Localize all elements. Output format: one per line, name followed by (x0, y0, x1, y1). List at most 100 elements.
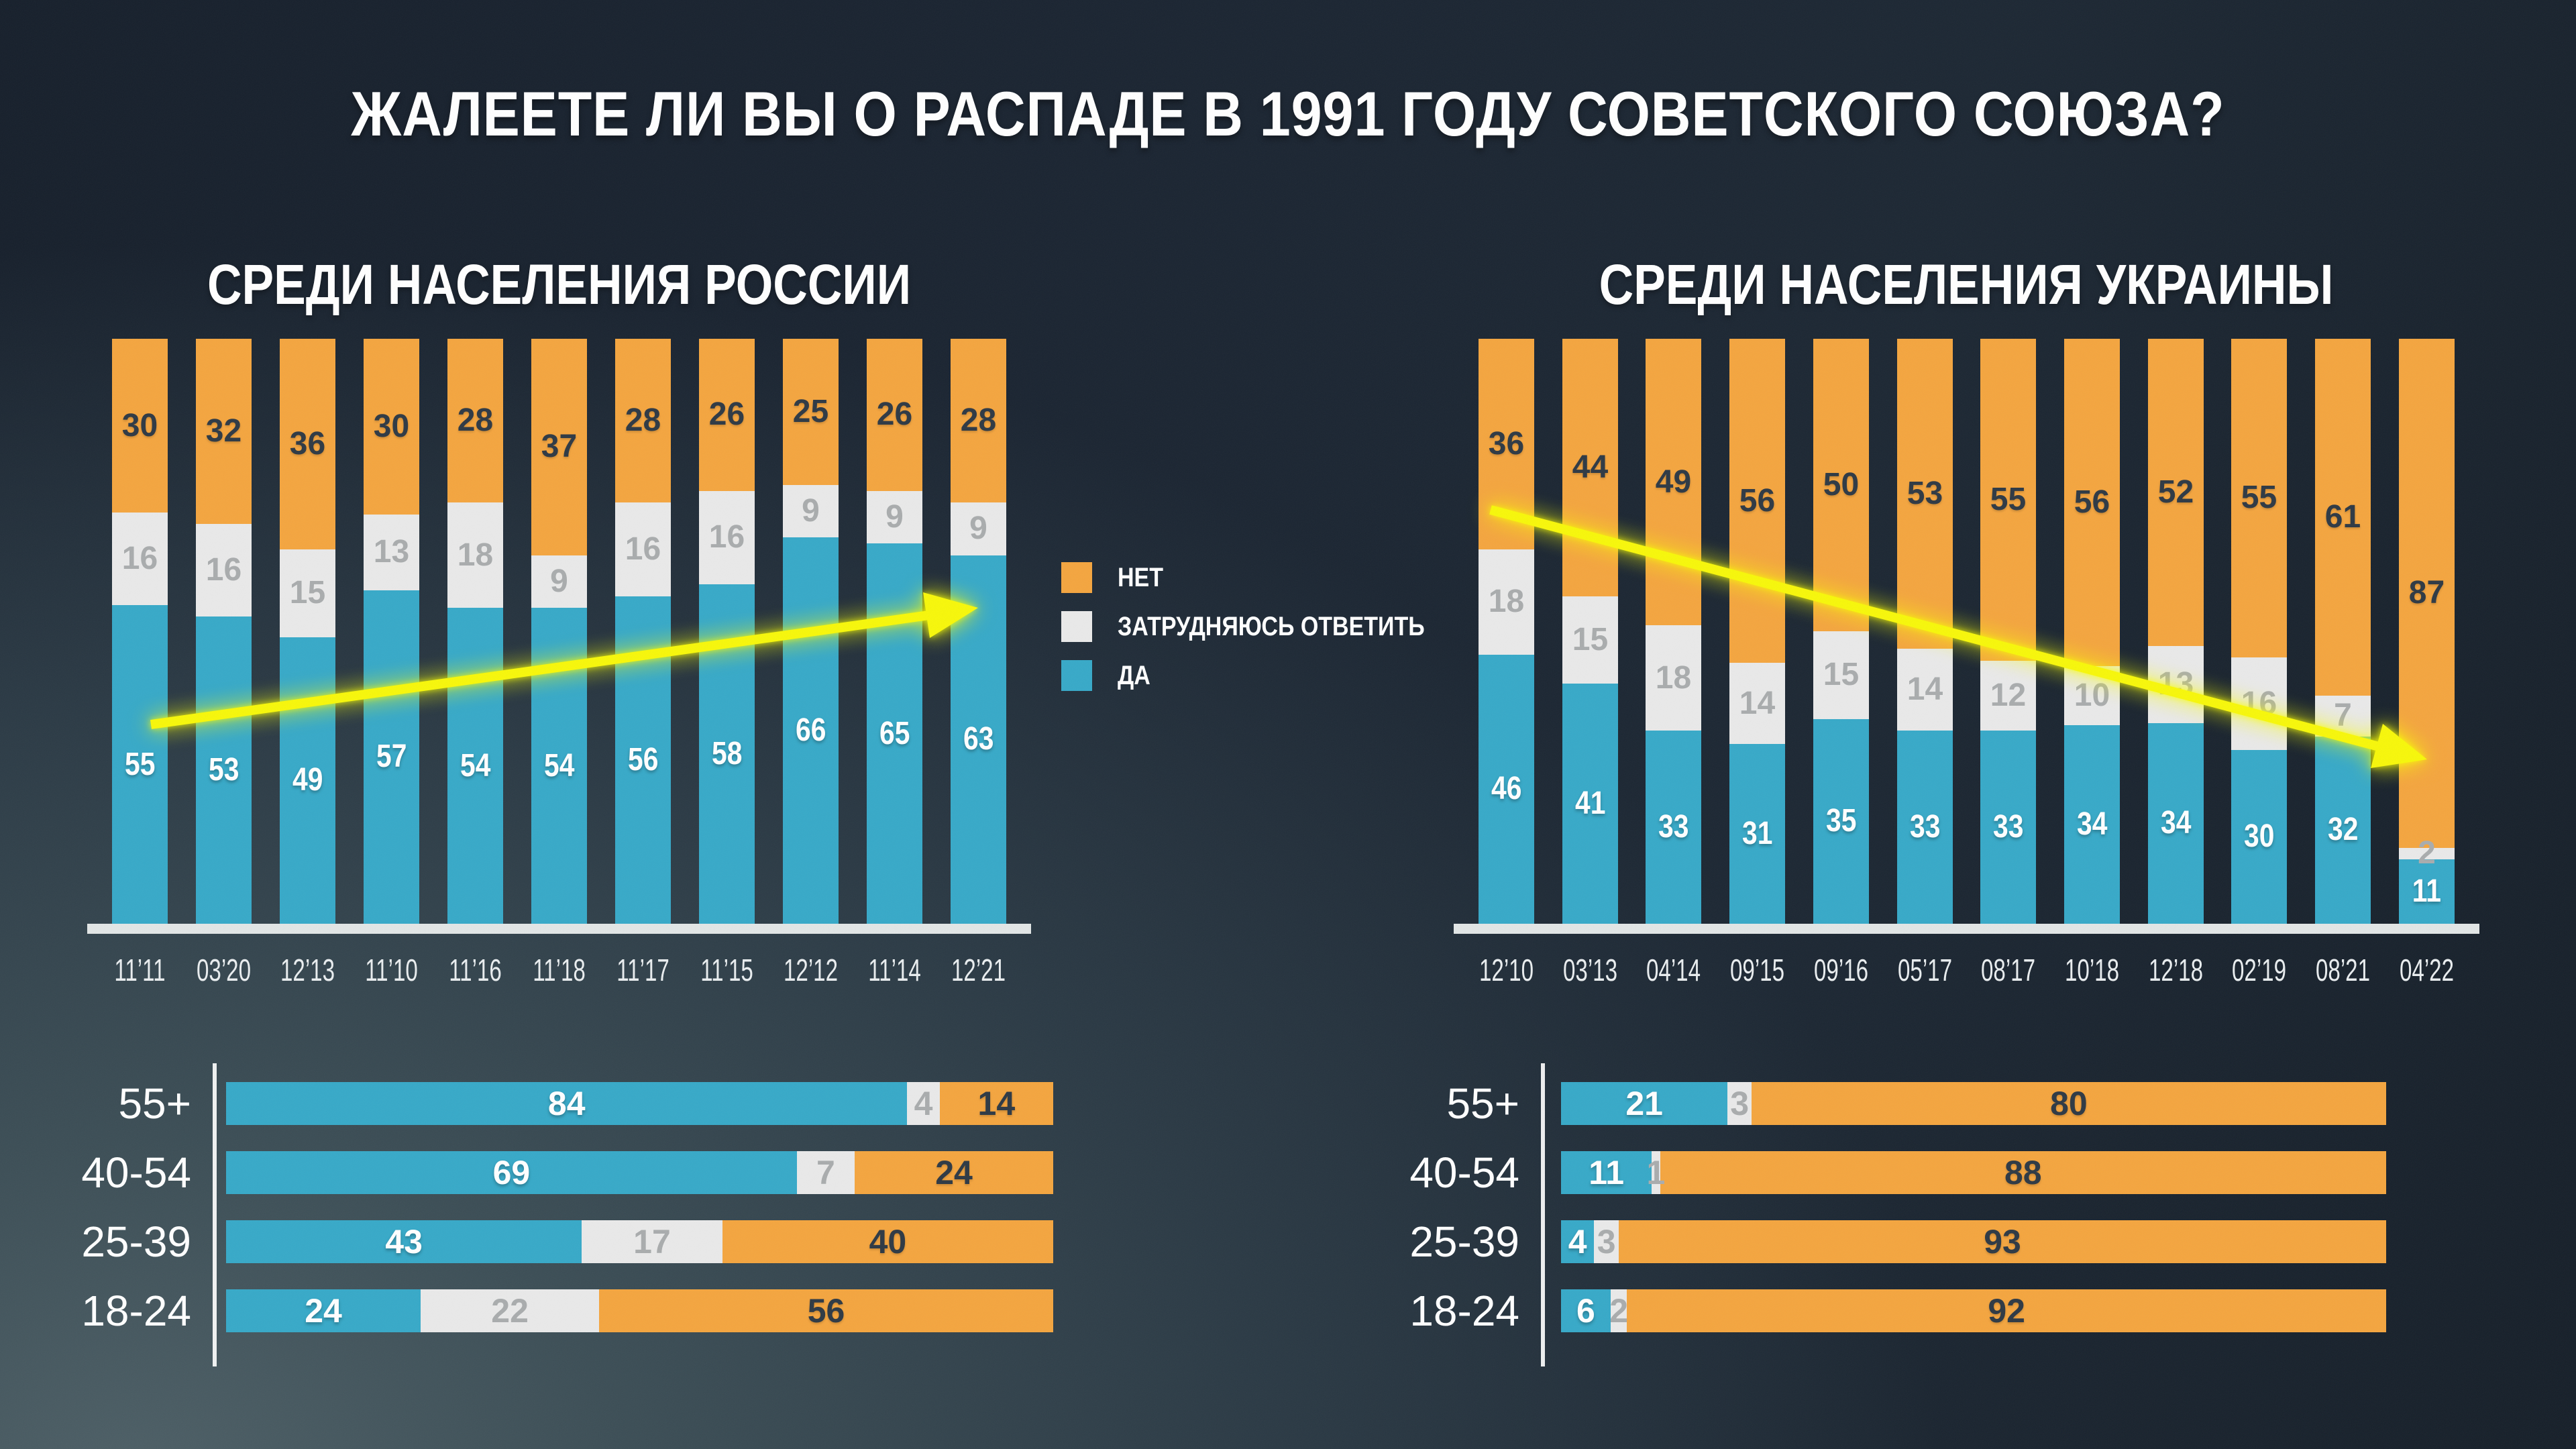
segment-no: 56 (1729, 339, 1785, 663)
value-label: 57 (376, 739, 407, 775)
category-label: 12’12 (783, 953, 839, 987)
category-label: 08’21 (2315, 953, 2371, 987)
segment-dk: 17 (582, 1220, 722, 1263)
value-label: 35 (1825, 803, 1857, 839)
segment-yes: 54 (447, 608, 503, 924)
column-03’20: 32 16 53 (196, 339, 252, 924)
value-label: 49 (1655, 464, 1692, 500)
column-12’21: 28 9 63 (951, 339, 1006, 924)
value-label: 2 (2418, 835, 2436, 871)
segment-dk: 16 (112, 513, 168, 606)
category-label: 09’15 (1729, 953, 1785, 987)
value-label: 30 (121, 407, 158, 443)
column-12’18: 52 13 34 (2148, 339, 2204, 924)
segment-dk: 12 (1980, 660, 2036, 731)
value-label: 11 (1589, 1154, 1625, 1191)
segment-yes: 65 (867, 543, 922, 924)
legend-item-dk: ЗАТРУДНЯЮСЬ ОТВЕТИТЬ (1061, 611, 1479, 642)
age-row-18-24: 24 22 56 (226, 1289, 1053, 1332)
age-row-55+: 21 3 80 (1561, 1082, 2386, 1125)
segment-yes: 30 (2231, 749, 2287, 924)
value-label: 87 (2408, 575, 2445, 611)
age-row-25-39: 43 17 40 (226, 1220, 1053, 1263)
column-11’10: 30 13 57 (364, 339, 419, 924)
value-label: 16 (708, 519, 745, 555)
value-label: 25 (792, 394, 829, 429)
value-label: 17 (633, 1223, 671, 1260)
segment-no: 49 (1646, 339, 1701, 626)
value-label: 69 (492, 1154, 531, 1191)
value-label: 31 (1741, 816, 1773, 852)
category-label: 08’17 (1980, 953, 2036, 987)
column-05’17: 53 14 33 (1897, 339, 1953, 924)
segment-yes: 34 (2064, 724, 2120, 924)
segment-yes: 57 (364, 590, 419, 924)
value-label: 49 (292, 762, 323, 798)
column-02’19: 55 16 30 (2231, 339, 2287, 924)
age-row-40-54: 69 7 24 (226, 1151, 1053, 1194)
value-label: 28 (625, 402, 661, 439)
column-12’12: 25 9 66 (783, 339, 839, 924)
category-label: 11’18 (533, 953, 586, 987)
segment-dk: 18 (1479, 549, 1534, 655)
category-label: 11’16 (449, 953, 502, 987)
age-group-label: 18-24 (81, 1287, 191, 1335)
category-label: 10’18 (2064, 953, 2120, 987)
age-group-label: 18-24 (1409, 1287, 1519, 1335)
value-label: 26 (876, 396, 913, 433)
segment-dk: 9 (951, 502, 1006, 555)
russia-age-chart: 84 4 14 69 7 24 43 17 40 24 22 56 (226, 1082, 1053, 1332)
segment-dk: 16 (2231, 657, 2287, 750)
value-label: 18 (1488, 584, 1525, 620)
segment-dk: 15 (280, 549, 335, 637)
segment-dk: 2 (2399, 837, 2455, 869)
value-label: 15 (1823, 657, 1860, 693)
segment-yes: 6 (1561, 1289, 1611, 1332)
segment-yes: 49 (280, 637, 335, 924)
category-label: 11’15 (700, 953, 753, 987)
value-label: 52 (2157, 474, 2194, 510)
value-label: 55 (1990, 481, 2027, 517)
segment-no: 52 (2148, 339, 2204, 647)
value-label: 33 (1992, 809, 2024, 845)
segment-yes: 58 (699, 584, 755, 924)
age-group-label: 55+ (118, 1079, 191, 1128)
value-label: 36 (289, 425, 326, 462)
value-label: 80 (2050, 1085, 2088, 1122)
value-label: 56 (2074, 484, 2110, 521)
segment-dk: 13 (364, 514, 419, 590)
baseline-strip (1454, 924, 2479, 934)
value-label: 28 (960, 402, 997, 439)
segment-no: 26 (699, 339, 755, 491)
value-label: 88 (2004, 1154, 2042, 1191)
age-row-25-39: 4 3 93 (1561, 1220, 2386, 1263)
value-label: 50 (1823, 467, 1860, 502)
segment-yes: 63 (951, 555, 1006, 924)
value-label: 61 (2324, 498, 2361, 535)
category-label: 03’13 (1562, 953, 1618, 987)
ukraine-column-chart: 36 18 46 12’10 44 15 41 03’13 49 18 33 04’14 56 14 31 0… (1454, 339, 2479, 1018)
column-11’16: 28 18 54 (447, 339, 503, 924)
segment-dk: 15 (1813, 631, 1869, 719)
value-label: 26 (708, 396, 745, 433)
value-label: 16 (2241, 685, 2277, 721)
category-label: 12’10 (1479, 953, 1534, 987)
segment-no: 44 (1562, 339, 1618, 596)
segment-dk: 3 (1727, 1082, 1752, 1125)
segment-dk: 16 (615, 502, 671, 596)
category-label: 12’18 (2148, 953, 2204, 987)
value-label: 9 (802, 493, 820, 529)
segment-dk: 9 (867, 490, 922, 544)
value-label: 24 (305, 1292, 342, 1330)
value-label: 13 (2157, 666, 2194, 702)
value-label: 55 (124, 746, 156, 782)
segment-no: 30 (112, 339, 168, 513)
segment-yes: 32 (2315, 736, 2371, 924)
legend: НЕТ ЗАТРУДНЯЮСЬ ОТВЕТИТЬ ДА (1061, 562, 1479, 691)
segment-yes: 21 (1561, 1082, 1728, 1125)
column-04’22: 87 2 11 (2399, 339, 2455, 924)
segment-no: 25 (783, 339, 839, 485)
segment-no: 37 (531, 339, 587, 555)
segment-yes: 43 (226, 1220, 582, 1263)
segment-dk: 10 (2064, 666, 2120, 725)
